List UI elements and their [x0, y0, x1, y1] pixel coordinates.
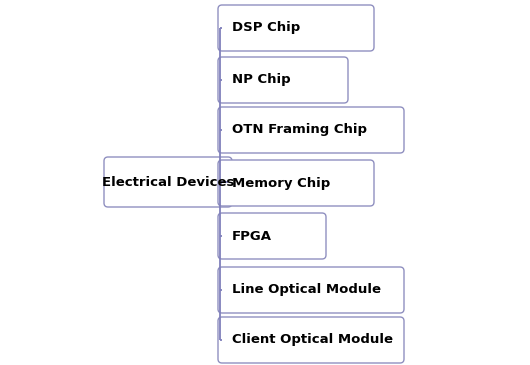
FancyBboxPatch shape	[218, 213, 326, 259]
FancyBboxPatch shape	[218, 107, 404, 153]
FancyBboxPatch shape	[218, 317, 404, 363]
Text: OTN Framing Chip: OTN Framing Chip	[232, 123, 367, 137]
FancyBboxPatch shape	[218, 57, 348, 103]
FancyBboxPatch shape	[104, 157, 232, 207]
Text: FPGA: FPGA	[232, 230, 272, 242]
FancyBboxPatch shape	[218, 5, 374, 51]
Text: DSP Chip: DSP Chip	[232, 22, 301, 35]
Text: Client Optical Module: Client Optical Module	[232, 334, 393, 346]
Text: NP Chip: NP Chip	[232, 73, 290, 87]
FancyBboxPatch shape	[218, 160, 374, 206]
FancyBboxPatch shape	[218, 267, 404, 313]
Text: Electrical Devices: Electrical Devices	[102, 176, 234, 188]
Text: Line Optical Module: Line Optical Module	[232, 284, 381, 296]
Text: Memory Chip: Memory Chip	[232, 177, 330, 189]
